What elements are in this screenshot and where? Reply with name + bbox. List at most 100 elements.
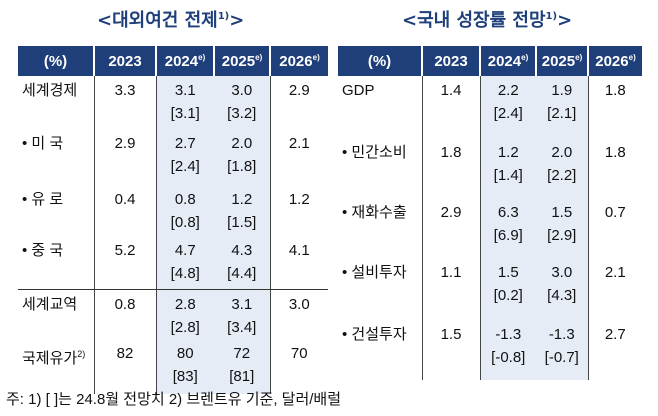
cell-2024: 80 [83] <box>156 339 214 394</box>
value-2025: 3.1 <box>231 295 253 313</box>
value-2023: 1.1 <box>440 264 462 281</box>
right-table-row: GDP 1.4 2.2 [2.4] 1.9 [2.1] 1.8 <box>338 76 642 138</box>
value-2026: 2.1 <box>288 135 310 152</box>
cell-2024: 2.2 [2.4] <box>480 76 536 138</box>
cell-2023: 1.4 <box>422 76 481 138</box>
cell-2025: 2.0 [2.2] <box>536 138 589 198</box>
cell-2023: 1.5 <box>422 320 481 380</box>
left-title-text: <대외여건 전제 <box>97 10 218 31</box>
value-2023: 82 <box>116 345 134 362</box>
value-2023: 2.9 <box>440 204 462 221</box>
value-2023: 3.3 <box>114 82 136 99</box>
domestic-growth-table: (%) 2023 2024e) 2025e) 2026e) GDP 1.4 2.2 [… <box>338 46 642 380</box>
value-2025: -1.3 <box>548 326 575 343</box>
row-label: GDP <box>342 82 375 99</box>
left-title-end: > <box>229 10 245 31</box>
value-2024-previous: [83] <box>172 368 198 385</box>
row-label-cell: • 설비투자 <box>338 258 423 320</box>
value-2025-previous: [3.4] <box>227 318 257 336</box>
value-2025: 1.5 <box>551 204 573 221</box>
cell-2025: 72 [81] <box>214 339 271 394</box>
cell-2023: 2.9 <box>94 129 157 185</box>
left-table-row: • 유 로 0.4 0.8 [0.8] 1.2 [1.5] 1.2 <box>18 185 328 236</box>
cell-2026: 3.0 <box>270 289 328 339</box>
cell-2023: 3.3 <box>94 76 157 129</box>
cell-2023: 2.9 <box>422 198 481 258</box>
right-header-2025: 2025e) <box>536 46 589 76</box>
row-label-cell: 세계경제 <box>18 76 95 129</box>
right-table-row: • 재화수출 2.9 6.3 [6.9] 1.5 [2.9] 0.7 <box>338 198 642 258</box>
row-label-cell: 세계교역 <box>18 289 95 339</box>
left-table-row: • 미 국 2.9 2.7 [2.4] 2.0 [1.8] 2.1 <box>18 129 328 185</box>
value-2025: 1.2 <box>231 191 253 208</box>
value-2023: 1.8 <box>440 144 462 161</box>
value-2026: 1.2 <box>288 191 310 208</box>
cell-2023: 82 <box>94 339 157 394</box>
cell-2026: 2.9 <box>270 76 328 129</box>
right-title-sup: 1) <box>545 11 558 22</box>
cell-2026: 1.2 <box>270 185 328 236</box>
value-2026: 0.7 <box>604 204 626 221</box>
cell-2024: 2.7 [2.4] <box>156 129 214 185</box>
left-header-2024: 2024e) <box>156 46 215 76</box>
value-2024-previous: [4.8] <box>170 265 200 282</box>
cell-2026: 2.1 <box>588 258 642 320</box>
right-header-2024: 2024e) <box>480 46 537 76</box>
value-2023: 2.9 <box>114 135 136 152</box>
value-2023: 0.4 <box>114 191 136 208</box>
row-label: • 설비투자 <box>342 264 407 281</box>
cell-2026: 70 <box>270 339 328 394</box>
value-2024-previous: [0.8] <box>170 214 200 231</box>
right-table-row: • 민간소비 1.8 1.2 [1.4] 2.0 [2.2] 1.8 <box>338 138 642 198</box>
value-2024: 3.1 <box>174 82 196 99</box>
row-label-cell: • 중 국 <box>18 236 95 290</box>
value-2024-previous: [2.4] <box>493 105 523 122</box>
value-2025-previous: [2.1] <box>547 105 577 122</box>
cell-2026: 2.7 <box>588 320 642 380</box>
cell-2024: -1.3 [-0.8] <box>480 320 536 380</box>
row-label-cell: • 유 로 <box>18 185 95 236</box>
cell-2024: 3.1 [3.1] <box>156 76 214 129</box>
value-2025-previous: [4.4] <box>227 265 257 282</box>
value-2025-previous: [4.3] <box>547 287 577 304</box>
value-2023: 5.2 <box>114 242 136 259</box>
value-2024: -1.3 <box>495 326 522 343</box>
value-2025: 2.0 <box>231 135 253 152</box>
row-label: 세계교역 <box>22 295 78 313</box>
cell-2025: 4.3 [4.4] <box>214 236 271 290</box>
cell-2024: 6.3 [6.9] <box>480 198 536 258</box>
left-table-row: 세계교역 0.8 2.8 [2.8] 3.1 [3.4] 3.0 <box>18 289 328 339</box>
row-label: • 미 국 <box>22 135 64 152</box>
row-label-cell: • 민간소비 <box>338 138 423 198</box>
row-label: 국제유가 <box>22 350 78 367</box>
left-header-row: (%) 2023 2024e) 2025e) 2026e) <box>18 46 328 76</box>
cell-2025: 3.0 [3.2] <box>214 76 271 129</box>
cell-2025: 3.1 [3.4] <box>214 289 271 339</box>
value-2023: 0.8 <box>114 295 136 313</box>
cell-2024: 1.5 [0.2] <box>480 258 536 320</box>
left-table-row: 세계경제 3.3 3.1 [3.1] 3.0 [3.2] 2.9 <box>18 76 328 129</box>
left-table-title: <대외여건 전제1)> <box>97 6 244 32</box>
value-2026: 2.1 <box>604 264 626 281</box>
row-label: • 민간소비 <box>342 144 407 161</box>
right-header-unit: (%) <box>338 46 423 76</box>
right-header-2023: 2023 <box>422 46 481 76</box>
value-2024: 2.2 <box>497 82 519 99</box>
cell-2026: 1.8 <box>588 138 642 198</box>
cell-2024: 2.8 [2.8] <box>156 289 214 339</box>
value-2024-previous: [1.4] <box>493 167 523 184</box>
value-2024: 1.5 <box>497 264 519 281</box>
row-label-sup: 2) <box>77 349 86 359</box>
value-2025-previous: [3.2] <box>227 105 257 122</box>
row-label: 세계경제 <box>22 82 78 99</box>
value-2026: 70 <box>290 345 308 362</box>
cell-2023: 5.2 <box>94 236 157 290</box>
value-2024: 0.8 <box>174 191 196 208</box>
row-label-cell: 국제유가2) <box>18 339 95 394</box>
cell-2025: 1.5 [2.9] <box>536 198 589 258</box>
cell-2025: 1.2 [1.5] <box>214 185 271 236</box>
cell-2026: 4.1 <box>270 236 328 290</box>
row-label: • 건설투자 <box>342 326 407 343</box>
value-2026: 1.8 <box>604 82 626 99</box>
value-2025: 3.0 <box>551 264 573 281</box>
